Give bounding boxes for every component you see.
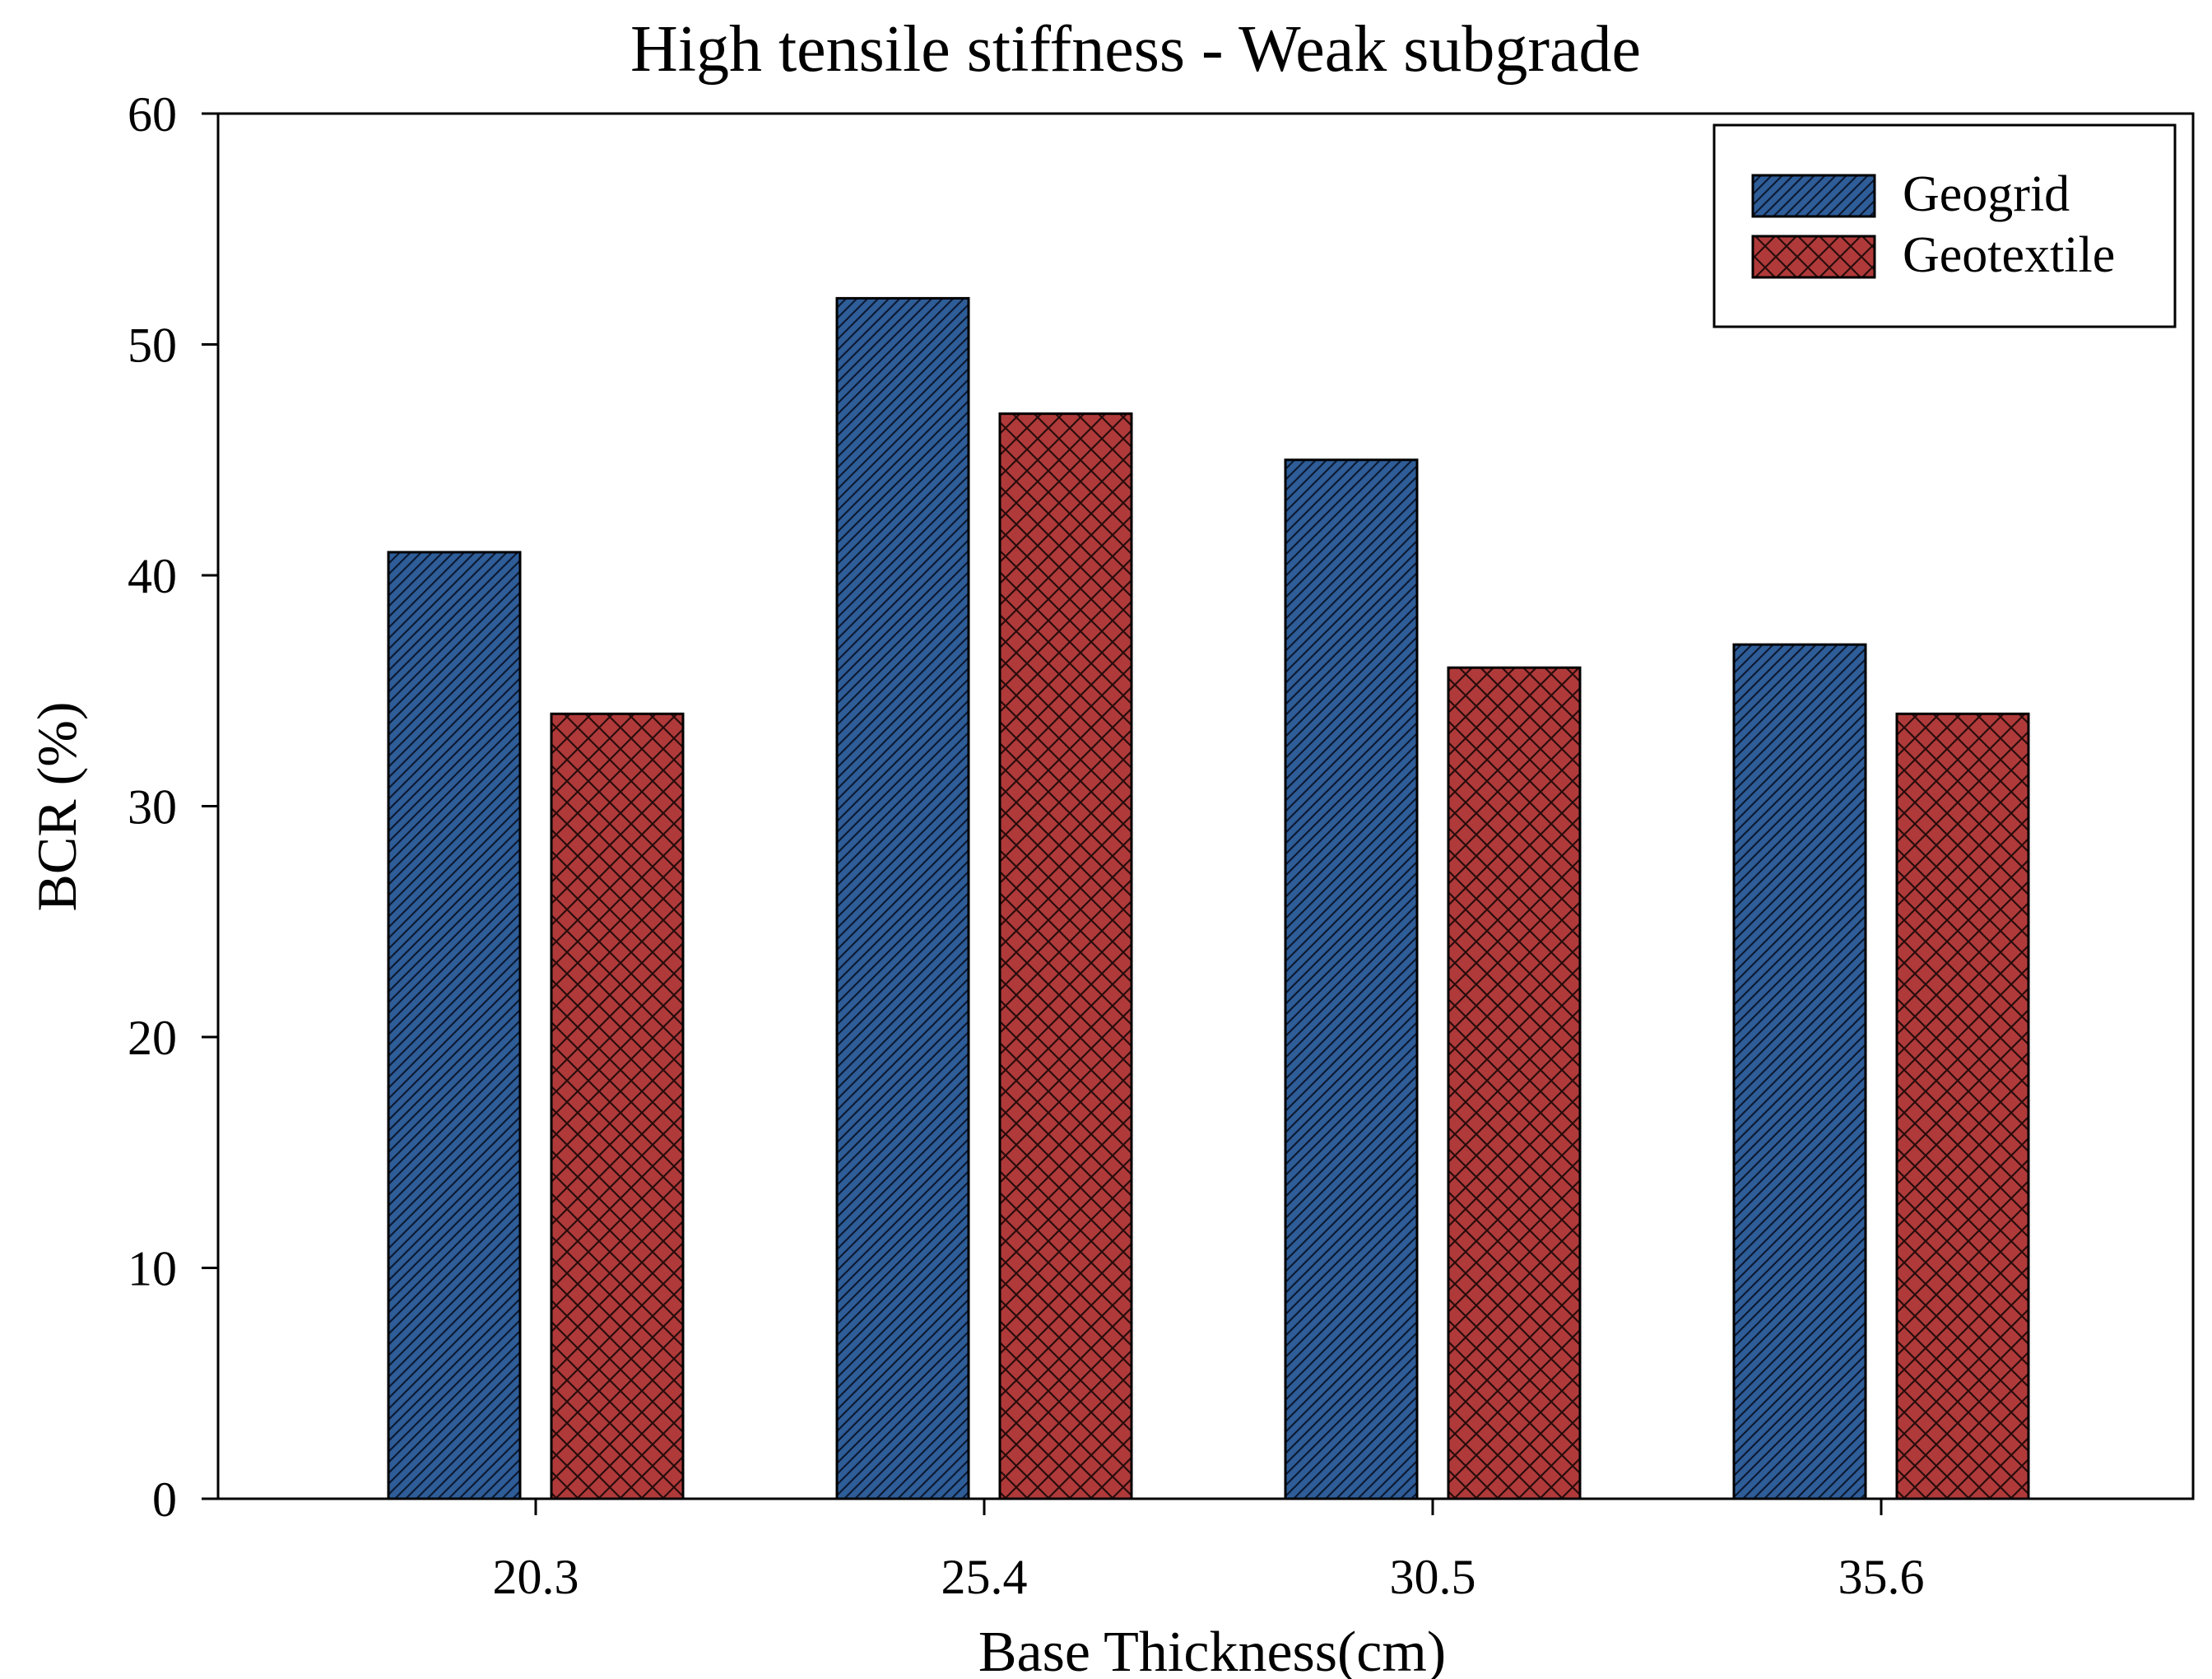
bar-geogrid-20-3	[387, 551, 522, 1500]
y-tick-label: 60	[128, 87, 177, 142]
bar-geogrid-25-4	[835, 296, 970, 1500]
y-tick-label: 0	[152, 1472, 177, 1527]
x-axis-label: Base Thickness(cm)	[978, 1621, 1446, 1679]
y-tick-label: 20	[128, 1011, 177, 1065]
legend-label-geotextile: Geotextile	[1903, 227, 2115, 283]
bar-geogrid-30-5	[1284, 458, 1419, 1500]
x-tick-label: 20.3	[493, 1550, 579, 1604]
y-axis: 0 10 20 30 40 50 60	[128, 87, 218, 1527]
bar-geotextile-30-5	[1447, 666, 1582, 1500]
chart-title: High tensile stiffness - Weak subgrade	[630, 13, 1641, 86]
legend-label-geogrid: Geogrid	[1903, 166, 2070, 222]
x-tick-label: 25.4	[941, 1550, 1028, 1604]
y-tick-label: 30	[128, 780, 177, 835]
bar-geotextile-25-4	[998, 412, 1133, 1500]
bar-geogrid-35-6	[1732, 643, 1867, 1500]
bar-geotextile-20-3	[550, 712, 685, 1500]
legend-swatch-geotextile	[1751, 235, 1876, 279]
y-tick-label: 50	[128, 319, 177, 373]
y-tick-label: 10	[128, 1242, 177, 1296]
y-tick-label: 40	[128, 549, 177, 603]
x-tick-label: 35.6	[1838, 1550, 1925, 1604]
x-axis: 20.3 25.4 30.5 35.6	[493, 1499, 1925, 1604]
y-axis-label: BCR (%)	[26, 702, 88, 912]
bar-geotextile-35-6	[1895, 712, 2030, 1500]
legend-swatch-geogrid	[1751, 174, 1876, 218]
x-tick-label: 30.5	[1390, 1550, 1476, 1604]
legend: Geogrid Geotextile	[1712, 123, 2177, 328]
legend-frame	[1712, 123, 2177, 328]
